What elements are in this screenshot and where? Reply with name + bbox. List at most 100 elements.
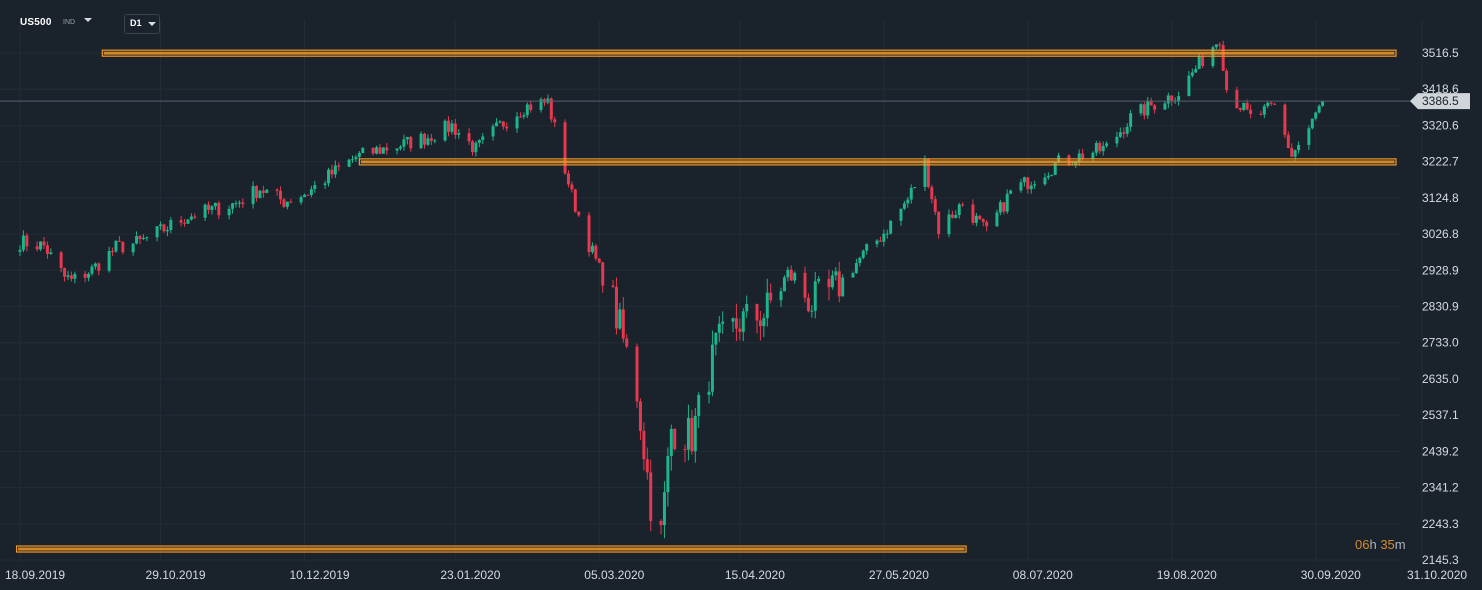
- price-tick-label: 3418.6: [1422, 82, 1459, 96]
- level-line: [360, 160, 1395, 164]
- candle-bullish: [902, 203, 906, 209]
- candle-bearish: [563, 122, 567, 174]
- candle-bullish: [309, 189, 313, 195]
- candle-bullish: [710, 344, 714, 392]
- candle-bearish: [385, 147, 389, 151]
- candle-bearish: [241, 202, 245, 205]
- candle-bullish: [303, 194, 307, 198]
- candle-bearish: [978, 215, 982, 220]
- candle-bullish: [213, 202, 217, 207]
- candle-bullish: [265, 189, 269, 193]
- candle-bearish: [638, 401, 642, 431]
- symbol-label[interactable]: US500: [20, 17, 52, 28]
- candle-bearish: [1259, 113, 1263, 115]
- candle-bearish: [645, 459, 649, 473]
- symbol-dropdown-chevron-down-icon[interactable]: [84, 18, 92, 22]
- candle-bearish: [597, 258, 601, 263]
- candle-bullish: [1022, 177, 1026, 183]
- candle-bearish: [587, 215, 591, 253]
- timeframe-selector[interactable]: D1: [124, 14, 160, 34]
- candle-bullish: [515, 116, 519, 129]
- candle-bearish: [63, 268, 67, 277]
- candle-bullish: [875, 240, 879, 245]
- candle-bullish: [539, 99, 543, 110]
- candle-bearish: [611, 285, 615, 287]
- candle-bullish: [666, 455, 670, 493]
- candle-bearish: [289, 201, 293, 203]
- candle-bearish: [1218, 44, 1222, 46]
- candle-bearish: [573, 189, 577, 212]
- candle-bearish: [926, 158, 930, 187]
- candle-bearish: [950, 214, 954, 218]
- candle-bullish: [885, 233, 889, 235]
- candle-bullish: [1005, 193, 1009, 212]
- candle-bearish: [25, 235, 29, 247]
- candle-bearish: [803, 272, 807, 298]
- candle-bullish: [1050, 174, 1054, 176]
- candle-bearish: [183, 222, 187, 224]
- candle-bullish: [714, 332, 718, 345]
- candle-bullish: [1077, 153, 1081, 163]
- candle-bullish: [145, 237, 149, 239]
- candle-bullish: [522, 115, 526, 117]
- current-price-label: 3386.5: [1422, 94, 1459, 108]
- date-tick-label: 31.10.2020: [1407, 568, 1467, 582]
- candle-bullish: [618, 309, 622, 329]
- candle-bearish: [930, 186, 934, 200]
- candle-bullish: [1129, 113, 1133, 127]
- candle-bullish: [779, 291, 783, 301]
- candle-bullish: [107, 251, 111, 271]
- countdown-minutes: 35: [1380, 537, 1395, 552]
- candle-bullish: [1194, 68, 1198, 73]
- candle-bullish: [313, 185, 317, 190]
- candle-bearish: [625, 338, 629, 347]
- candle-bearish: [673, 428, 677, 450]
- candle-bearish: [117, 240, 121, 242]
- candle-bullish: [765, 292, 769, 319]
- timeframe-chevron-down-icon[interactable]: [148, 22, 156, 26]
- candle-bullish: [210, 206, 214, 210]
- price-axis: 3516.5 3418.6 3320.6 3222.7 3124.8 3026.8 2928…: [1422, 46, 1459, 567]
- candle-bullish: [73, 273, 77, 279]
- candle-bullish: [402, 139, 406, 147]
- candle-bearish: [789, 269, 793, 281]
- candle-bearish: [330, 169, 334, 175]
- price-tick-label: 3124.8: [1422, 191, 1459, 205]
- candle-bearish: [601, 262, 605, 286]
- candle-bullish: [1009, 190, 1013, 194]
- candle-bullish: [865, 244, 869, 251]
- candle-bearish: [207, 204, 211, 210]
- candle-bullish: [1321, 101, 1325, 106]
- candle-bullish: [899, 208, 903, 221]
- date-tick-label: 08.07.2020: [1013, 568, 1073, 582]
- candle-bearish: [878, 240, 882, 242]
- candle-bullish: [327, 169, 330, 184]
- candle-bearish: [1286, 134, 1290, 149]
- price-tick-label: 3320.6: [1422, 118, 1459, 132]
- candle-bearish: [275, 189, 279, 191]
- candle-bearish: [971, 204, 975, 223]
- candle-bullish: [1307, 128, 1311, 145]
- candle-bearish: [529, 104, 533, 110]
- timeframe-label: D1: [130, 18, 142, 28]
- candle-bearish: [121, 241, 125, 253]
- candle-bullish: [1310, 118, 1314, 129]
- date-tick-label: 30.09.2020: [1301, 568, 1361, 582]
- candle-bullish: [66, 275, 70, 277]
- level-line: [103, 51, 1395, 55]
- candle-bullish: [1053, 163, 1057, 175]
- candle-bearish: [467, 133, 471, 142]
- candle-bearish: [933, 199, 937, 212]
- candle-bullish: [491, 126, 495, 137]
- candle-bearish: [337, 165, 341, 167]
- candle-bearish: [1081, 153, 1085, 160]
- level-line-outline: [101, 49, 1397, 57]
- candle-bullish: [1317, 105, 1321, 113]
- candle-bullish: [498, 121, 502, 123]
- candle-bearish: [1149, 100, 1153, 106]
- candle-bullish: [135, 236, 139, 244]
- candle-bearish: [1283, 104, 1287, 135]
- candle-bullish: [169, 220, 173, 231]
- candle-bearish: [453, 123, 457, 135]
